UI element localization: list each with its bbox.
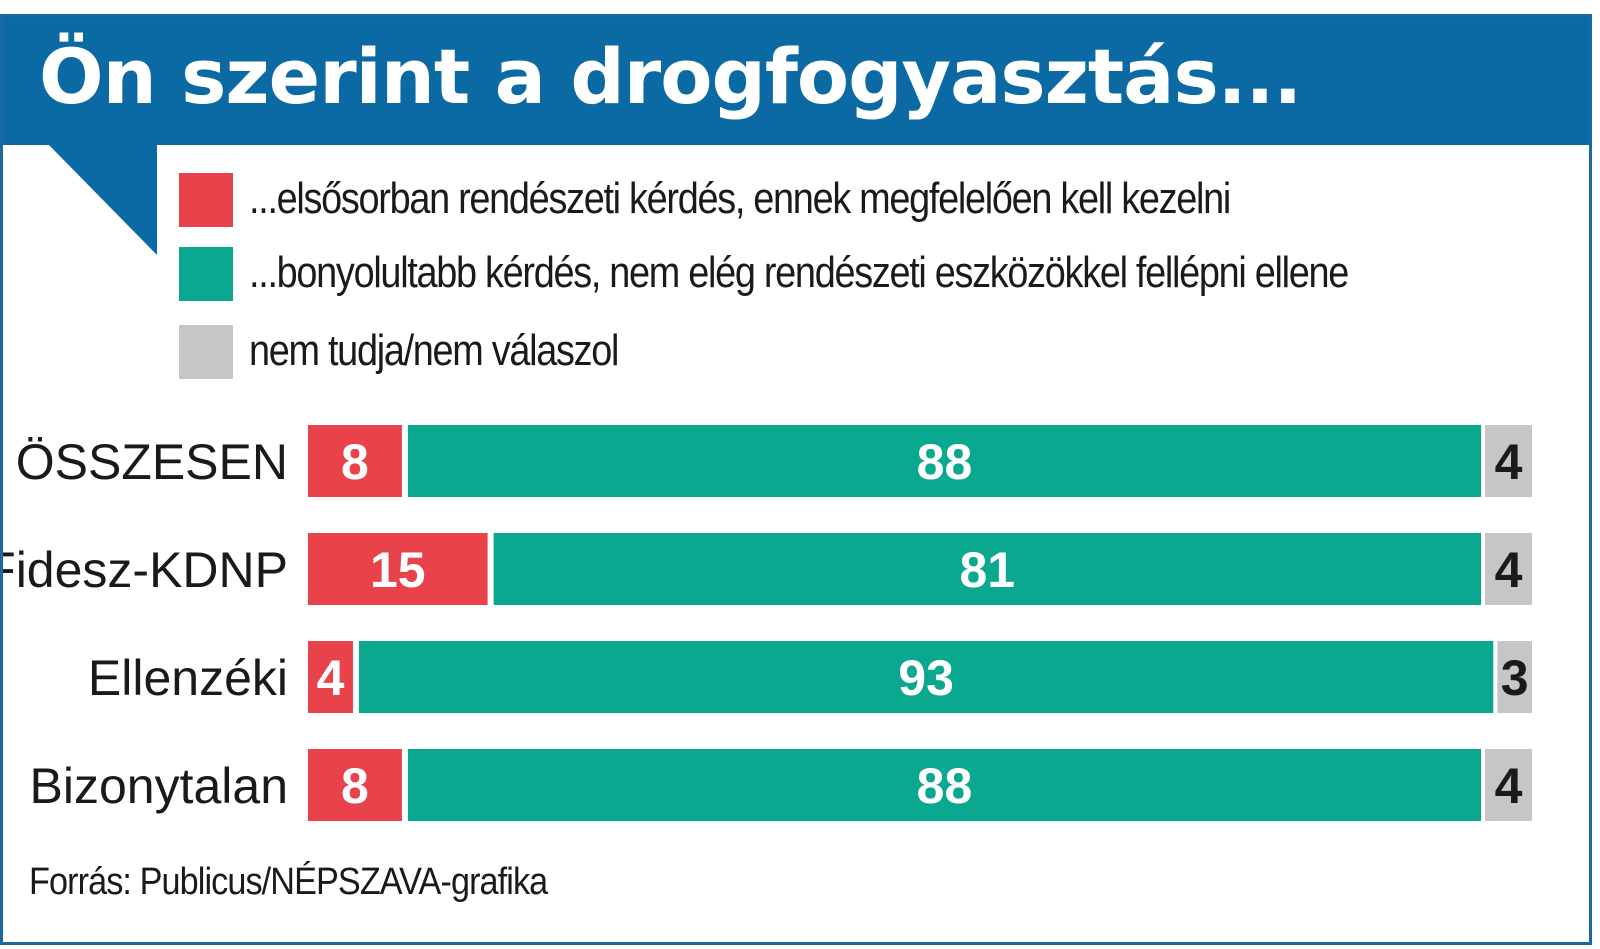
legend-label: ...elsősorban rendészeti kérdés, ennek m… — [249, 174, 1231, 223]
legend-swatch — [179, 247, 233, 301]
data-label: 4 — [317, 650, 345, 706]
bar-segment — [407, 425, 1482, 497]
data-label: 81 — [960, 542, 1016, 598]
bar-segment — [308, 533, 488, 605]
legend-swatch — [179, 325, 233, 379]
category-label: ÖSSZESEN — [16, 434, 288, 490]
data-label: 4 — [1495, 434, 1523, 490]
data-label: 8 — [341, 758, 369, 814]
bar-segment — [308, 425, 402, 497]
chart-title: Ön szerint a drogfogyasztás... — [39, 32, 1302, 121]
legend-label: ...bonyolultabb kérdés, nem elég rendész… — [249, 248, 1349, 297]
bar-segment — [308, 641, 353, 713]
bar-segment — [1485, 749, 1532, 821]
data-label: 4 — [1495, 542, 1523, 598]
source-note: Forrás: Publicus/NÉPSZAVA-grafika — [29, 861, 548, 903]
title-bar: Ön szerint a drogfogyasztás... — [3, 17, 1589, 145]
bar-segment — [1485, 425, 1532, 497]
data-label: 15 — [370, 542, 426, 598]
data-label: 8 — [341, 434, 369, 490]
data-label: 88 — [917, 758, 973, 814]
data-label: 93 — [898, 650, 954, 706]
data-label: 3 — [1501, 650, 1529, 706]
category-label: Ellenzéki — [88, 650, 288, 706]
category-label: Bizonytalan — [30, 758, 289, 814]
chart-frame: Ön szerint a drogfogyasztás... ...elsőso… — [0, 14, 1592, 945]
bar-segment — [1485, 533, 1532, 605]
legend-swatch — [179, 173, 233, 227]
data-label: 4 — [1495, 758, 1523, 814]
bar-segment — [308, 749, 402, 821]
bar-segment — [358, 641, 1494, 713]
bar-segment — [1497, 641, 1532, 713]
bar-segment — [493, 533, 1482, 605]
category-label: Fidesz-KDNP — [3, 542, 288, 598]
legend-label: nem tudja/nem válaszol — [249, 326, 619, 375]
data-label: 88 — [917, 434, 973, 490]
title-pointer-shape — [47, 143, 157, 255]
bar-segment — [407, 749, 1482, 821]
